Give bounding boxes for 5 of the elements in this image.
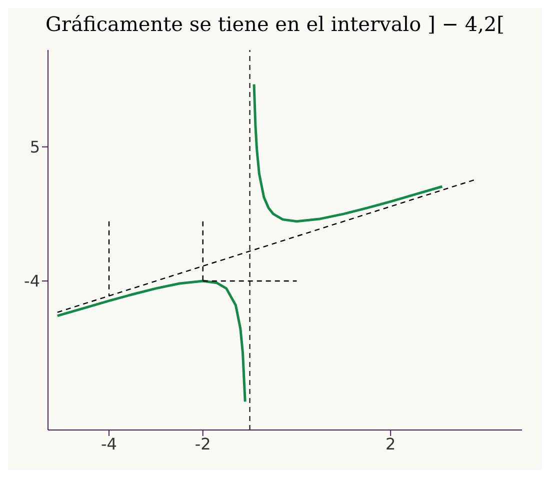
x-tick-label: -2 [194,434,211,454]
y-tick-label: 5 [30,138,40,157]
x-tick-label: -4 [101,434,117,454]
x-tick-label: 2 [386,434,396,454]
chart-title: Gráficamente se tiene en el intervalo ] − 4,2[ [44,11,506,38]
